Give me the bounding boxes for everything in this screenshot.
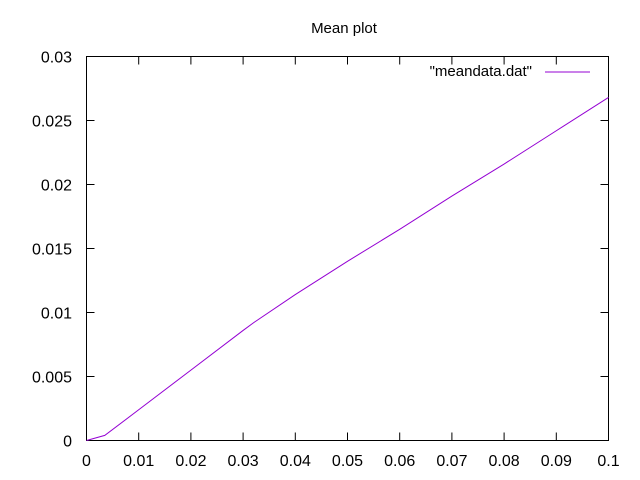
- x-tick-label: 0.06: [384, 453, 415, 470]
- legend-label: "meandata.dat": [430, 63, 532, 80]
- x-tick-label: 0.09: [541, 453, 572, 470]
- chart-title: Mean plot: [311, 20, 378, 37]
- x-tick-label: 0.01: [123, 453, 154, 470]
- y-tick-label: 0.02: [41, 178, 72, 195]
- x-tick-label: 0.02: [175, 453, 206, 470]
- y-tick-label: 0: [63, 434, 72, 451]
- x-tick-label: 0.03: [228, 453, 259, 470]
- x-tick-label: 0.1: [597, 453, 619, 470]
- y-tick-label: 0.03: [41, 50, 72, 67]
- y-tick-label: 0.015: [32, 242, 72, 259]
- x-tick-label: 0.05: [332, 453, 363, 470]
- series-group: [86, 97, 609, 441]
- x-tick-label: 0: [82, 453, 91, 470]
- y-tick-label: 0.025: [32, 114, 72, 131]
- y-tick-label: 0.005: [32, 370, 72, 387]
- x-tick-label: 0.07: [436, 453, 467, 470]
- series-line: [86, 97, 609, 441]
- plot-area-border: [86, 56, 609, 441]
- x-tick-label: 0.08: [489, 453, 520, 470]
- x-tick-label: 0.04: [280, 453, 311, 470]
- legend: "meandata.dat": [430, 63, 590, 80]
- y-tick-label: 0.01: [41, 306, 72, 323]
- tick-marks: [86, 56, 609, 441]
- tick-labels: 0 0.01 0.02 0.03 0.04 0.05 0.06 0.07 0.08 0.09 0.1…: [32, 50, 620, 471]
